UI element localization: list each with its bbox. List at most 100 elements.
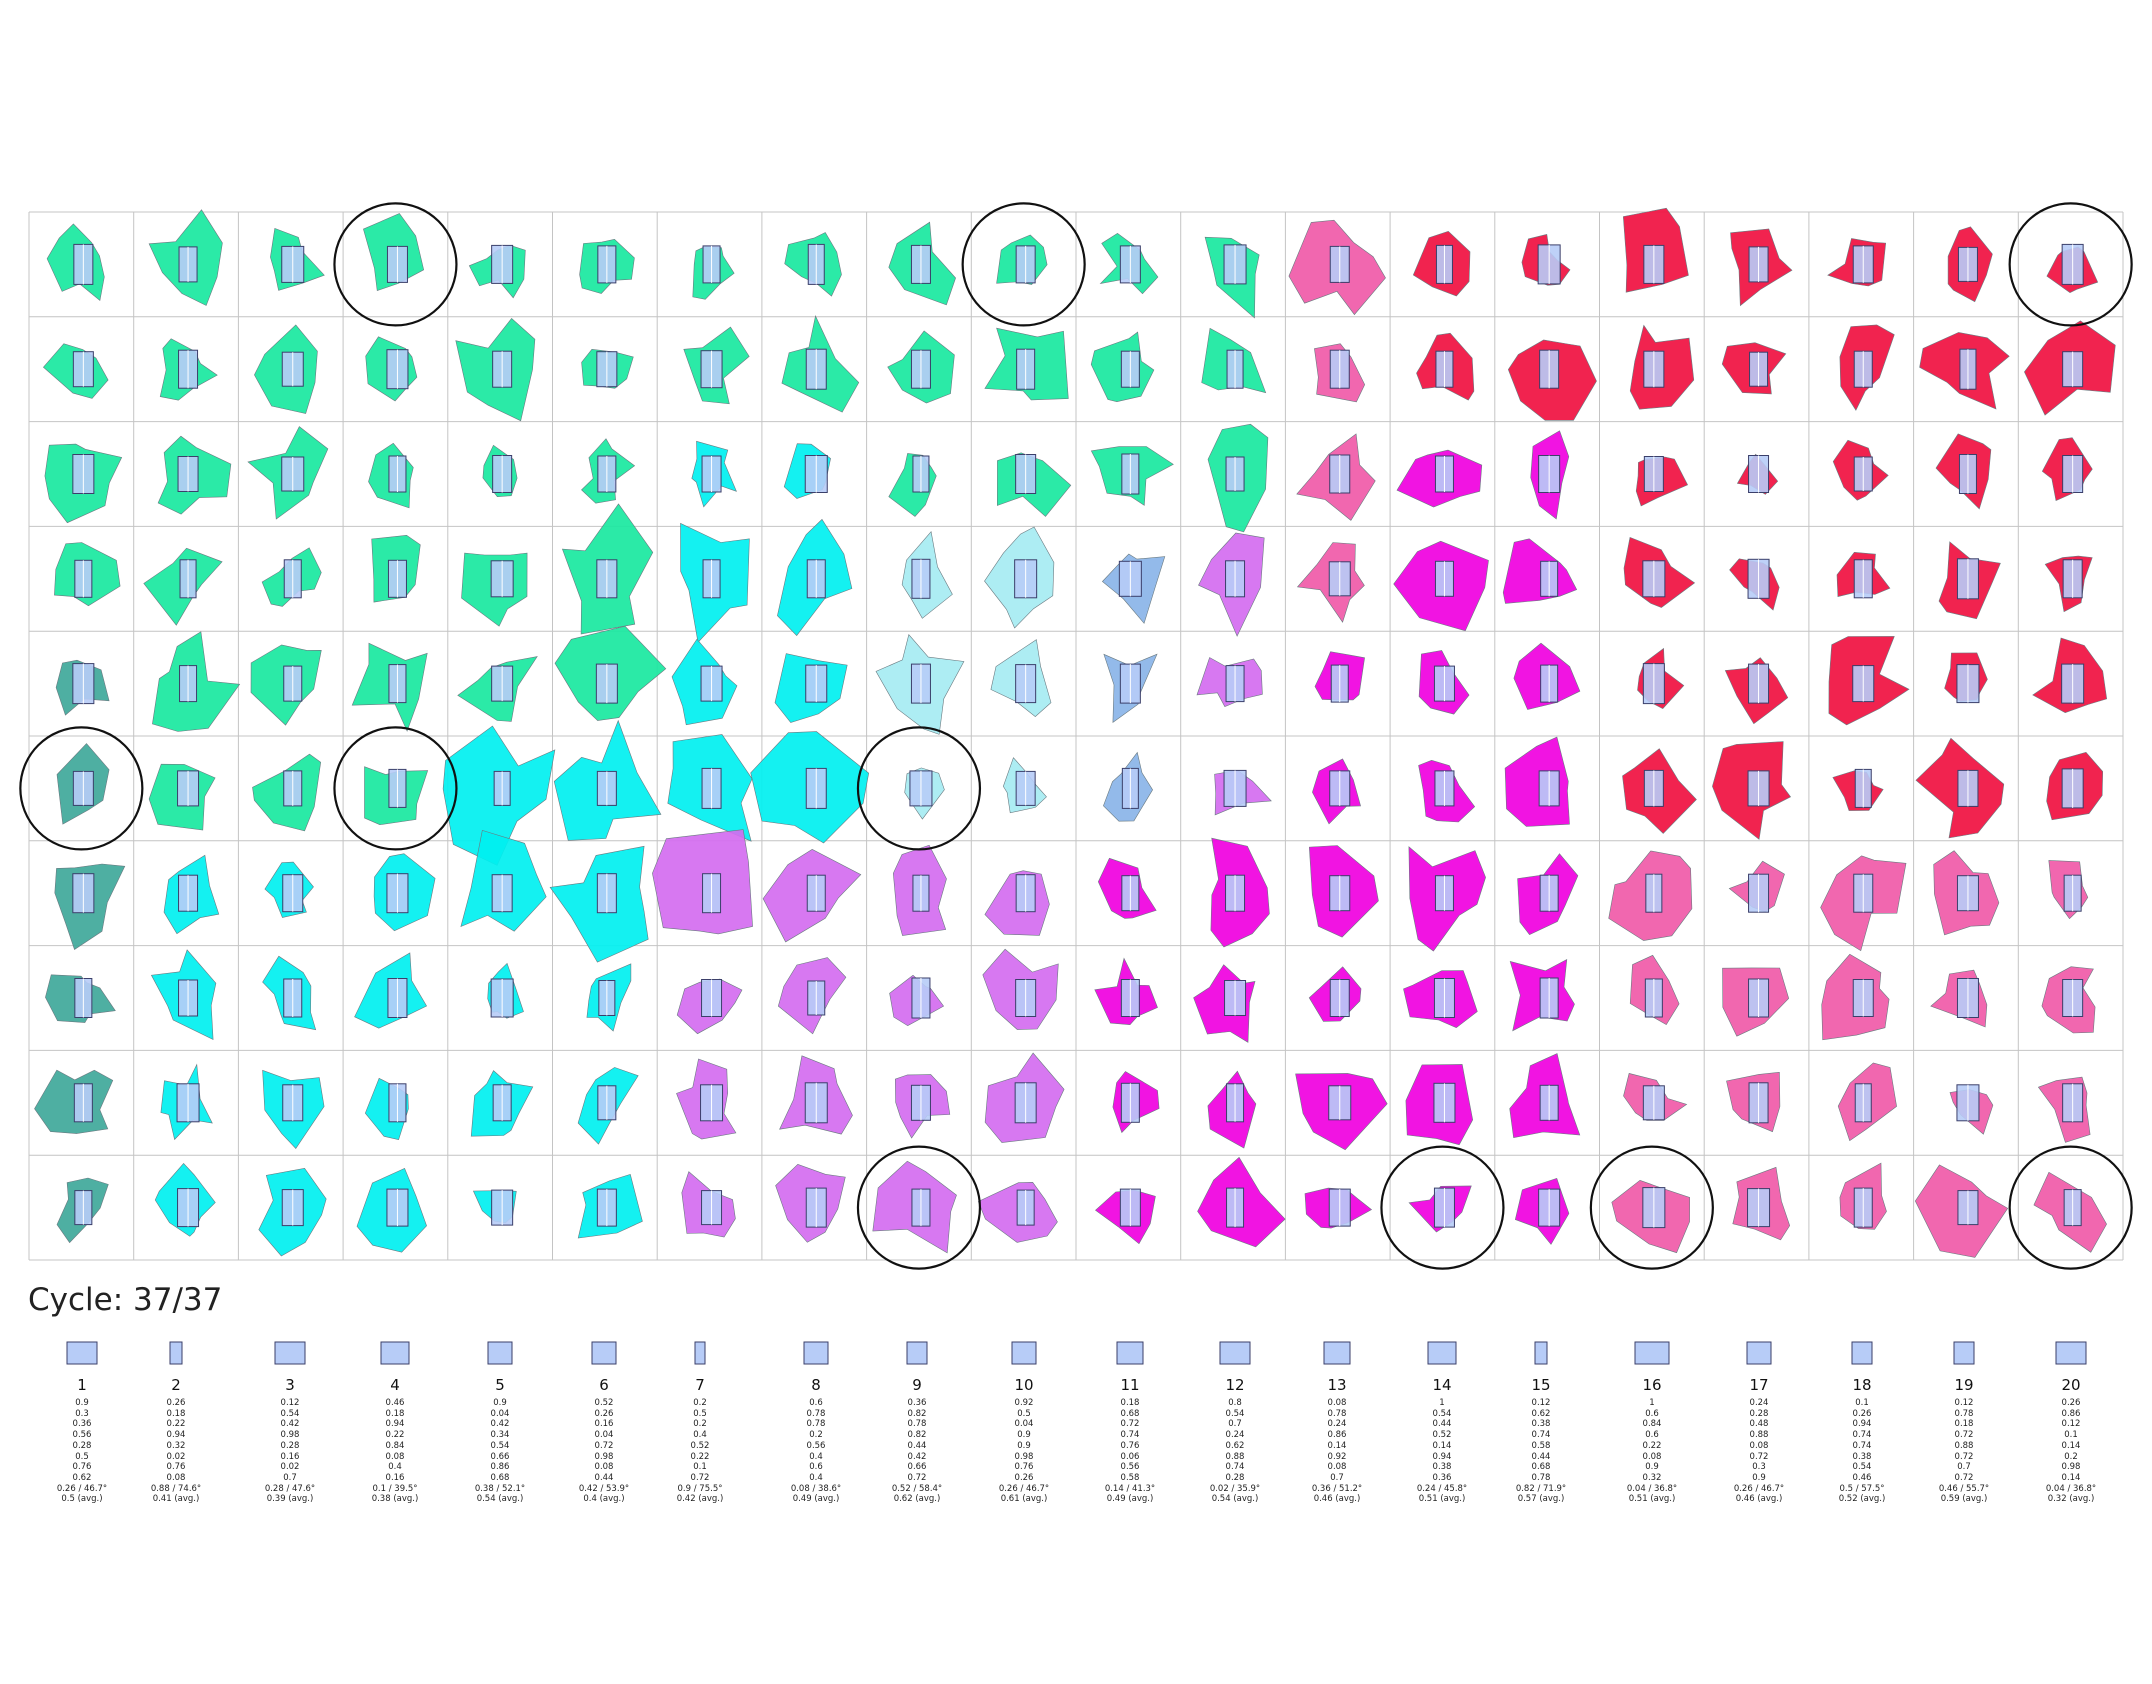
grid-cell <box>1514 1178 1570 1245</box>
legend-value: 0.5 <box>693 1408 707 1419</box>
legend-value: 0.46 <box>1852 1472 1872 1483</box>
legend-value: 0.52 <box>690 1440 710 1451</box>
legend-value: 0.14 <box>1432 1440 1452 1451</box>
legend-value: 0.98 <box>594 1451 614 1462</box>
legend-value: 0.04 / 36.8° <box>1626 1483 1678 1494</box>
legend-value: 0.92 <box>1014 1398 1034 1408</box>
grid-cell <box>472 1189 517 1226</box>
grid-cell <box>1396 449 1483 508</box>
grid-cell <box>45 974 116 1023</box>
legend-value: 0.24 <box>1749 1398 1769 1408</box>
grid-cell <box>487 962 524 1019</box>
grid-cell <box>1629 324 1695 410</box>
grid-cell <box>2033 1171 2107 1253</box>
legend-value: 0.22 <box>690 1451 710 1462</box>
legend-value: 0.46 (avg.) <box>1735 1494 1783 1505</box>
grid-cell <box>984 526 1055 629</box>
legend-value: 0.52 / 58.4° <box>891 1483 943 1494</box>
grid-cell <box>2048 860 2089 920</box>
legend-value: 0.7 <box>283 1472 297 1483</box>
legend-value: 1 <box>1649 1398 1655 1408</box>
legend-value: 0.78 <box>1327 1408 1347 1419</box>
grid-cell <box>1839 1162 1887 1230</box>
legend-number: 6 <box>599 1376 609 1394</box>
grid-cell <box>1933 850 2000 936</box>
legend-value: 0.28 <box>72 1440 92 1451</box>
legend-value: 0.18 <box>385 1408 405 1419</box>
grid-cell <box>872 1160 957 1254</box>
grid-cell <box>1408 1185 1472 1233</box>
legend-value: 0.82 <box>907 1430 927 1441</box>
legend-value: 0.5 <box>75 1451 89 1462</box>
grid-cell <box>691 440 737 508</box>
legend-value: 0.26 <box>1852 1408 1872 1419</box>
grid-cell <box>984 870 1050 936</box>
grid-cell <box>1820 855 1907 952</box>
legend-number: 12 <box>1225 1376 1245 1394</box>
legend-value: 0.16 <box>594 1419 614 1430</box>
legend-value: 0.9 <box>1017 1440 1031 1451</box>
grid-cell <box>887 330 955 404</box>
grid-cell <box>984 1052 1065 1143</box>
legend-value: 0.52 <box>1432 1430 1452 1441</box>
legend-value: 0.26 <box>2061 1398 2081 1408</box>
grid-cell <box>1094 957 1158 1026</box>
legend-value: 0.14 / 41.3° <box>1104 1483 1156 1494</box>
legend-number: 8 <box>811 1376 821 1394</box>
legend-value: 0.82 <box>907 1408 927 1419</box>
legend-value: 0.54 <box>1852 1462 1872 1473</box>
legend-value: 0.38 <box>1432 1462 1452 1473</box>
legend-value: 0.62 <box>72 1472 92 1483</box>
legend-value: 0.28 <box>1749 1408 1769 1419</box>
legend-value: 0.36 <box>72 1419 92 1430</box>
block-icon <box>2055 1341 2087 1365</box>
grid-cell <box>1201 327 1267 394</box>
grid-cell <box>1504 736 1570 827</box>
grid-cell <box>1393 540 1489 632</box>
grid-cell <box>150 949 217 1040</box>
legend-value: 0.98 <box>2061 1462 2081 1473</box>
legend-value: 0.78 <box>907 1419 927 1430</box>
grid-cell <box>1295 1073 1388 1151</box>
legend-value: 0.98 <box>280 1430 300 1441</box>
grid-cell <box>152 631 241 732</box>
grid-cell <box>1101 553 1166 624</box>
legend-value: 0.9 <box>493 1398 507 1408</box>
grid-cell <box>581 438 636 504</box>
legend-value: 0.26 <box>1014 1472 1034 1483</box>
grid-cell <box>148 209 223 306</box>
grid-cell <box>1197 1156 1286 1248</box>
legend-value: 0.76 <box>166 1462 186 1473</box>
grid-cell <box>373 853 436 932</box>
legend-value: 0.44 <box>1531 1451 1551 1462</box>
highlight-circle <box>333 202 458 327</box>
legend-value: 0.49 (avg.) <box>792 1494 840 1505</box>
legend-value: 0.78 <box>1531 1472 1551 1483</box>
grid-cell <box>577 1067 639 1145</box>
legend-value: 0.02 <box>166 1451 186 1462</box>
legend-column: 3 0.12 0.54 0.42 0.98 0.28 0.16 0.02 0.7 0.28 / 4… <box>235 1340 345 1505</box>
grid-cell <box>781 315 860 413</box>
legend-value: 0.22 <box>166 1419 186 1430</box>
grid-cell <box>2044 555 2093 613</box>
legend-value: 0.56 <box>72 1430 92 1441</box>
legend-row: 1 0.9 0.3 0.36 0.56 0.28 0.5 0.76 0.62 0.26 / 46.… <box>0 1340 2152 1520</box>
legend-value: 0.24 / 45.8° <box>1416 1483 1468 1494</box>
block-icon <box>1746 1341 1772 1365</box>
legend-value: 0.68 <box>1120 1408 1140 1419</box>
legend-values: 0.12 0.62 0.38 0.74 0.58 0.44 0.68 0.78 0.82 / 7… <box>1486 1398 1596 1505</box>
legend-values: 0.1 0.26 0.94 0.74 0.74 0.38 0.54 0.46 0.5 / 57.… <box>1807 1398 1917 1505</box>
grid-cell <box>1296 542 1365 623</box>
grid-cell <box>254 324 318 414</box>
legend-value: 0.94 <box>1852 1419 1872 1430</box>
grid-cell <box>1726 1071 1781 1133</box>
grid-cell <box>977 1181 1058 1243</box>
legend-value: 0.9 <box>75 1398 89 1408</box>
legend-value: 0.4 <box>388 1462 402 1473</box>
legend-value: 0.72 <box>1954 1451 1974 1462</box>
legend-value: 0.38 <box>1852 1451 1872 1462</box>
grid-cell <box>247 426 329 520</box>
legend-value: 0.74 <box>1852 1430 1872 1441</box>
legend-column: 20 0.26 0.86 0.12 0.1 0.14 0.2 0.98 0.14 0.04 / 3… <box>2016 1340 2126 1505</box>
grid-cell <box>264 861 314 918</box>
